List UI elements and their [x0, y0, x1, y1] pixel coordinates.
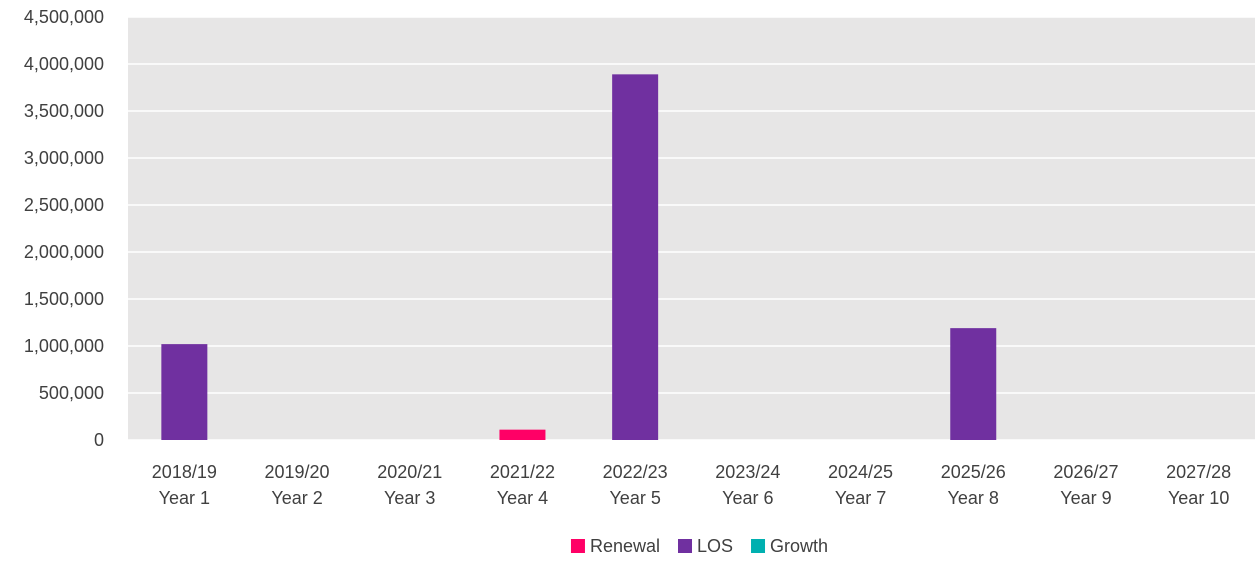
legend-label: Renewal: [590, 536, 660, 556]
bar-renewal-4: [499, 429, 546, 440]
x-tick-label: 2019/20 Year 2: [265, 462, 330, 508]
y-tick-label: 500,000: [39, 383, 104, 403]
x-tick-label: 2025/26 Year 8: [941, 462, 1006, 508]
legend-item-renewal: Renewal: [570, 536, 660, 556]
x-tick-label: 2023/24 Year 6: [715, 462, 780, 508]
legend-label: LOS: [697, 536, 733, 556]
legend-swatch: [751, 539, 766, 553]
y-tick-label: 3,500,000: [24, 101, 104, 121]
bars: [161, 74, 997, 440]
y-tick-label: 3,000,000: [24, 148, 104, 168]
y-tick-label: 2,500,000: [24, 195, 104, 215]
x-tick-label: 2018/19 Year 1: [152, 462, 217, 508]
legend-label: Growth: [770, 536, 828, 556]
x-tick-label: 2020/21 Year 3: [377, 462, 442, 508]
y-tick-label: 4,500,000: [24, 7, 104, 27]
bar-los-5: [612, 74, 659, 440]
y-axis-tick-labels: 0 500,000 1,000,000 1,500,000 2,000,000 2,500…: [24, 7, 104, 450]
legend-swatch: [678, 539, 693, 553]
x-tick-label: 2021/22 Year 4: [490, 462, 555, 508]
legend-item-los: LOS: [678, 536, 733, 556]
bar-los-1: [161, 344, 208, 440]
y-tick-label: 0: [94, 430, 104, 450]
y-tick-label: 1,500,000: [24, 289, 104, 309]
x-axis-tick-labels: 2018/19 Year 1 2019/20 Year 2 2020/21 Year 3 2…: [152, 462, 1231, 508]
gridlines: [128, 16, 1255, 441]
legend-item-growth: Growth: [751, 536, 828, 556]
y-tick-label: 2,000,000: [24, 242, 104, 262]
y-tick-label: 1,000,000: [24, 336, 104, 356]
plot-area: [128, 17, 1255, 440]
x-tick-label: 2022/23 Year 5: [603, 462, 668, 508]
x-tick-label: 2026/27 Year 9: [1053, 462, 1118, 508]
legend: Renewal LOS Growth: [570, 536, 828, 556]
bar-los-8: [950, 328, 997, 440]
x-tick-label: 2024/25 Year 7: [828, 462, 893, 508]
x-tick-label: 2027/28 Year 10: [1166, 462, 1231, 508]
legend-swatch: [570, 539, 585, 553]
y-tick-label: 4,000,000: [24, 54, 104, 74]
